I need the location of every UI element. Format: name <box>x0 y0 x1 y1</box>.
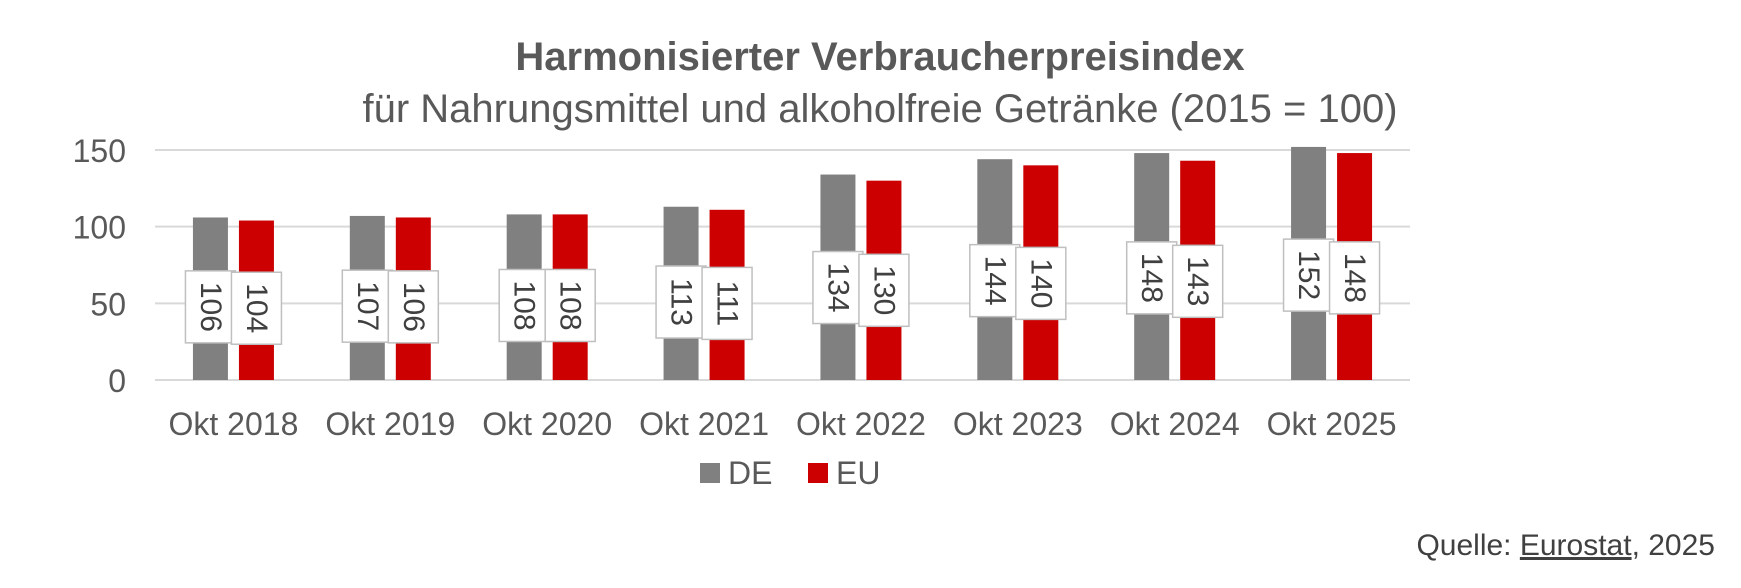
data-label: 144 <box>978 256 1011 306</box>
data-label: 106 <box>397 282 430 332</box>
y-tick-label: 100 <box>73 210 126 246</box>
data-label-box <box>184 270 237 344</box>
data-label-box <box>544 268 596 343</box>
legend: DE EU <box>700 455 880 491</box>
source-note: Quelle: Eurostat, 2025 <box>1416 529 1715 563</box>
data-label-box <box>655 265 707 339</box>
data-label: 140 <box>1024 258 1057 308</box>
chart-subtitle: für Nahrungsmittel und alkoholfreie Getr… <box>362 87 1397 131</box>
data-label-box <box>701 266 753 341</box>
data-labels: 106 104 107 106 108 108 113 111 134 130 144 140 148 1… <box>184 238 1381 345</box>
data-label: 113 <box>665 278 698 326</box>
y-tick-label: 0 <box>108 363 126 399</box>
chart-title: Harmonisierter Verbraucherpreisindex <box>515 35 1244 79</box>
data-label-box <box>498 268 550 343</box>
x-axis-ticks: Okt 2018 Okt 2019 Okt 2020 Okt 2021 Okt 2022… <box>169 406 1397 442</box>
x-tick-label: Okt 2025 <box>1267 406 1397 442</box>
data-label: 134 <box>821 263 854 313</box>
legend-label-eu: EU <box>836 455 880 491</box>
data-label: 108 <box>508 280 541 330</box>
data-label: 152 <box>1292 250 1325 300</box>
data-label-box <box>1171 244 1224 319</box>
data-label: 148 <box>1338 253 1371 303</box>
x-tick-label: Okt 2020 <box>482 406 612 442</box>
x-tick-label: Okt 2023 <box>953 406 1083 442</box>
data-label-box <box>858 253 910 328</box>
data-label-box <box>969 243 1021 318</box>
data-label: 104 <box>240 283 273 333</box>
data-label-box <box>387 270 440 344</box>
data-label: 111 <box>711 281 744 327</box>
x-tick-label: Okt 2021 <box>639 406 769 442</box>
data-label: 130 <box>867 265 900 315</box>
data-label-box <box>1328 241 1381 315</box>
data-label-box <box>1015 246 1067 321</box>
data-label: 143 <box>1181 256 1214 306</box>
legend-label-de: DE <box>728 455 772 491</box>
data-label-box <box>230 271 283 345</box>
data-label: 148 <box>1135 253 1168 303</box>
x-tick-label: Okt 2024 <box>1110 406 1240 442</box>
x-tick-label: Okt 2019 <box>325 406 455 442</box>
x-tick-label: Okt 2022 <box>796 406 926 442</box>
y-tick-label: 150 <box>73 133 126 169</box>
data-label: 106 <box>194 282 227 332</box>
y-tick-label: 50 <box>90 286 126 322</box>
source-prefix: Quelle: <box>1416 529 1520 562</box>
data-label: 107 <box>351 281 384 331</box>
x-tick-label: Okt 2018 <box>169 406 299 442</box>
legend-swatch-eu <box>808 463 828 483</box>
legend-swatch-de <box>700 463 720 483</box>
y-axis-ticks: 0 50 100 150 <box>73 133 126 399</box>
source-suffix: , 2025 <box>1631 529 1715 562</box>
data-label-box <box>812 250 864 325</box>
data-label: 108 <box>554 280 587 330</box>
source-link[interactable]: Eurostat <box>1519 529 1632 562</box>
